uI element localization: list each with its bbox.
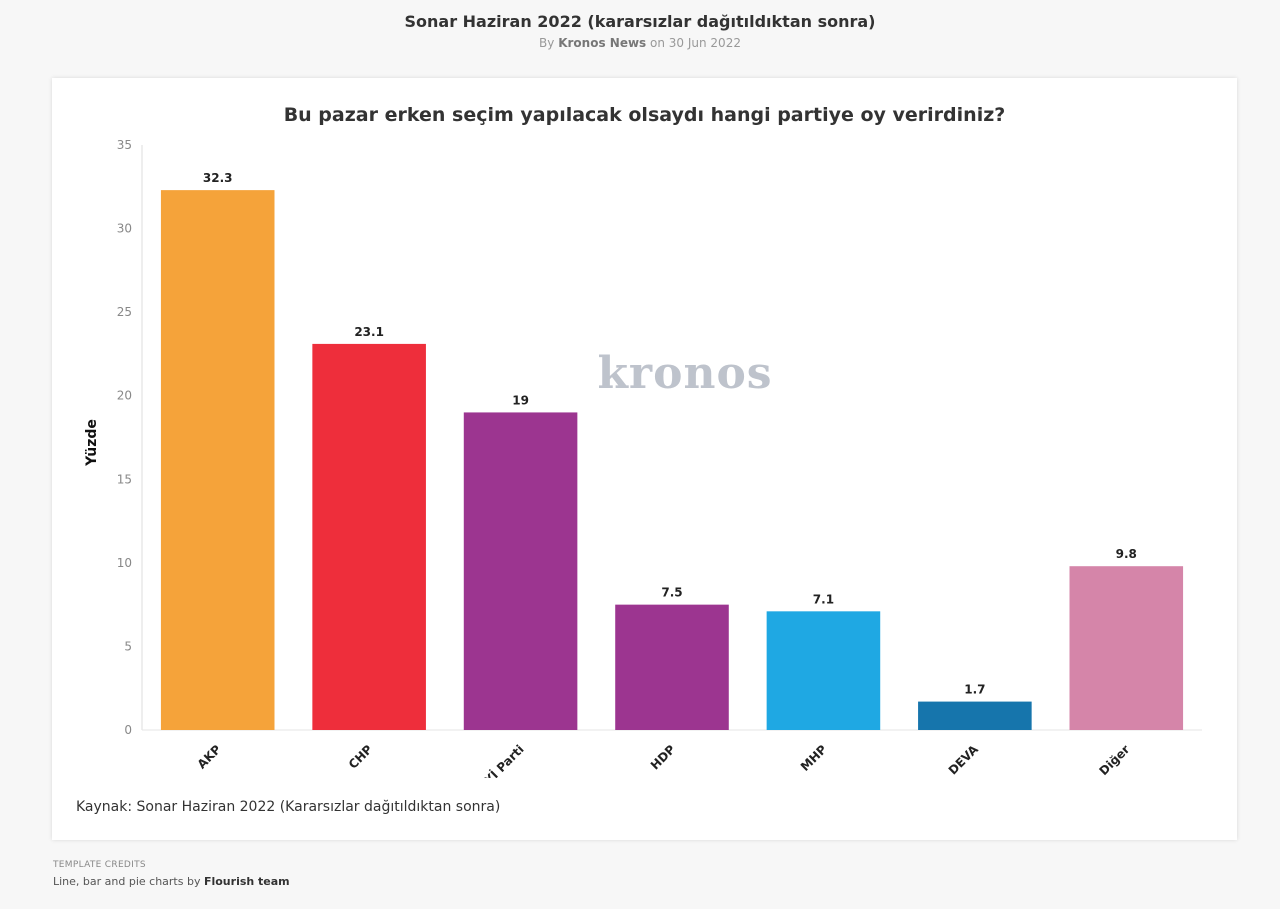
x-tick-label: DEVA (946, 742, 982, 778)
publish-date: on 30 Jun 2022 (650, 36, 741, 50)
bar-value-label: 7.5 (661, 586, 682, 600)
chart-card: Bu pazar erken seçim yapılacak olsaydı h… (52, 78, 1237, 840)
bar-1 (160, 190, 275, 731)
bar-value-label: 1.7 (964, 683, 985, 697)
bar-2 (312, 343, 426, 730)
bar-3 (463, 412, 578, 730)
credits-line: Line, bar and pie charts by Flourish tea… (53, 875, 290, 888)
x-tick-label: MHP (798, 742, 830, 774)
y-tick-label: 20 (117, 389, 132, 403)
bar-4 (615, 604, 729, 730)
y-tick-label: 10 (117, 556, 132, 570)
y-axis-title: Yüzde (84, 419, 100, 467)
author-link[interactable]: Kronos News (558, 36, 647, 50)
x-tick-label: Diğer (1097, 742, 1133, 778)
bar-5 (766, 611, 881, 730)
credits-prefix: Line, bar and pie charts by (53, 875, 201, 888)
bar-7 (1069, 566, 1184, 730)
credits-heading: TEMPLATE CREDITS (53, 860, 146, 870)
source-note: Kaynak: Sonar Haziran 2022 (Kararsızlar … (76, 799, 501, 815)
byline-prefix: By (539, 36, 555, 50)
y-tick-label: 35 (117, 138, 132, 152)
kronos-watermark: kronos (597, 348, 772, 399)
bar-value-label: 23.1 (354, 325, 384, 339)
bar-value-label: 32.3 (203, 171, 233, 185)
credits-author-link[interactable]: Flourish team (203, 875, 290, 888)
y-tick-label: 30 (117, 222, 132, 236)
bar-value-label: 19 (512, 393, 529, 407)
y-tick-label: 15 (117, 472, 132, 486)
y-tick-label: 5 (124, 639, 132, 653)
x-tick-label: AKP (195, 742, 224, 771)
page-title: Sonar Haziran 2022 (kararsızlar dağıtıld… (404, 12, 876, 31)
chart-title: Bu pazar erken seçim yapılacak olsaydı h… (283, 104, 1006, 126)
bar-value-label: 9.8 (1116, 547, 1137, 561)
y-tick-label: 0 (124, 723, 132, 737)
bar-chart: 0 5 10 15 20 25 30 35 Yüzde 32.3 AKP 23.1 CHP 19 İYİ P… (84, 138, 1202, 778)
y-tick-label: 25 (117, 305, 132, 319)
bar-6 (918, 701, 1032, 730)
x-tick-label: İYİ Parti (478, 742, 527, 778)
bar-value-label: 7.1 (813, 592, 834, 606)
x-tick-label: CHP (346, 742, 376, 772)
byline: By Kronos News on 30 Jun 2022 (0, 36, 1280, 50)
x-tick-label: HDP (648, 742, 678, 772)
